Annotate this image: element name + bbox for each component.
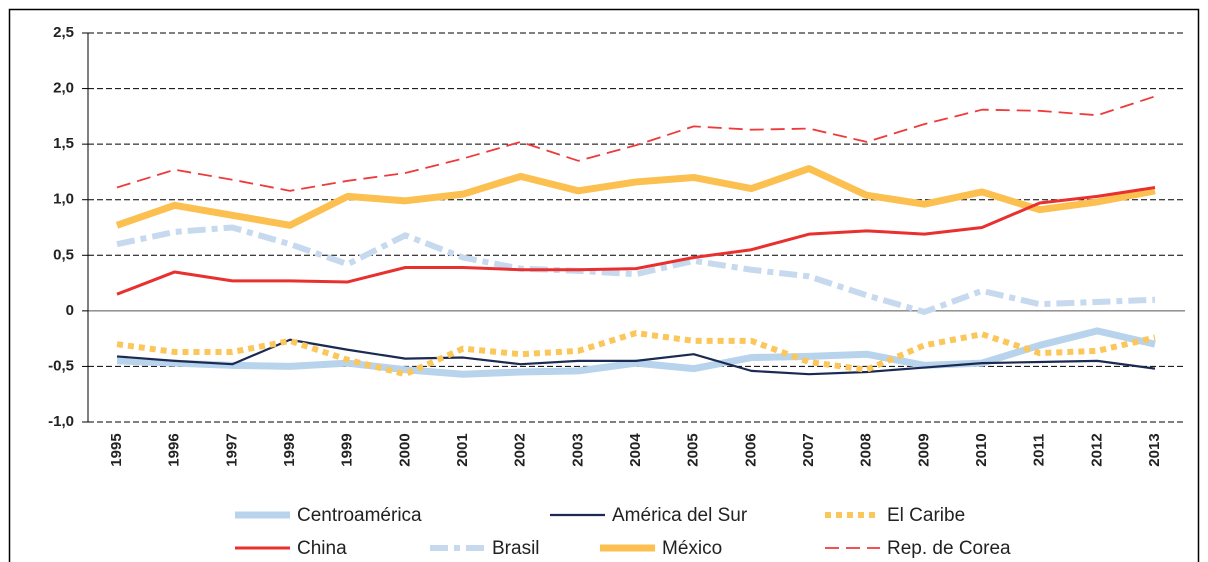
y-tick-label: -0,5	[48, 357, 74, 374]
y-tick-label: 2,0	[53, 80, 74, 97]
x-tick-label: 1999	[339, 433, 356, 466]
series-line	[116, 327, 1156, 378]
x-tick-label: 2000	[396, 433, 413, 466]
x-tick-label: 2005	[685, 433, 702, 466]
x-tick-label: 1996	[166, 433, 183, 466]
x-tick-label: 2010	[973, 433, 990, 466]
legend-label: México	[662, 538, 722, 559]
y-tick-label: 0,5	[53, 246, 74, 263]
legend-label: América del Sur	[612, 505, 748, 526]
series-line	[116, 95, 1156, 192]
series-line	[116, 330, 1156, 378]
x-tick-label: 2001	[454, 433, 471, 466]
x-tick-label: 2007	[800, 433, 817, 466]
x-tick-label: 1998	[281, 433, 298, 466]
x-tick-label: 2012	[1088, 433, 1105, 466]
x-tick-label: 1995	[108, 433, 125, 466]
legend-label: Centroamérica	[297, 505, 422, 526]
legend-label: Brasil	[492, 538, 540, 559]
x-tick-label: 2009	[915, 433, 932, 466]
y-tick-label: 1,5	[53, 135, 74, 152]
y-tick-label: 2,5	[53, 24, 74, 41]
y-tick-label: 0	[66, 302, 74, 319]
x-tick-label: 2011	[1031, 434, 1048, 467]
x-tick-label: 2013	[1146, 433, 1163, 466]
series-line	[115, 165, 1156, 229]
x-tick-label: 2008	[858, 433, 875, 466]
series-line	[116, 338, 1156, 376]
y-tick-label: -1,0	[48, 413, 74, 430]
x-tick-label: 2002	[512, 433, 529, 466]
y-tick-label: 1,0	[53, 191, 74, 208]
series-line	[116, 186, 1156, 296]
legend-label: China	[297, 538, 347, 559]
x-tick-label: 2006	[742, 433, 759, 466]
legend-label: Rep. de Corea	[887, 538, 1011, 559]
x-tick-label: 2003	[569, 433, 586, 466]
x-tick-label: 1997	[223, 433, 240, 466]
x-tick-label: 2004	[627, 433, 644, 467]
legend-label: El Caribe	[887, 505, 965, 526]
frame	[8, 8, 1200, 562]
